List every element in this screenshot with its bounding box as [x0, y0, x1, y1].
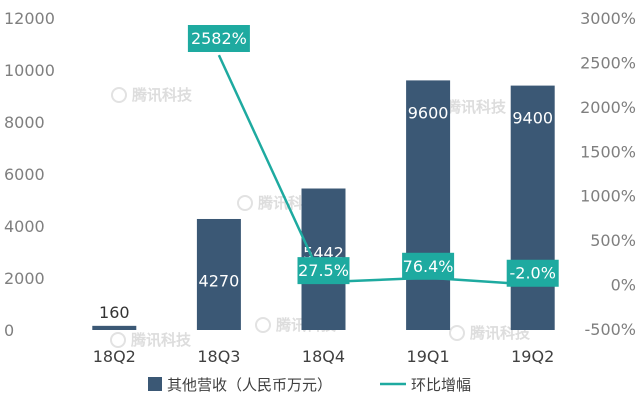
right-axis-tick-label: 3000% [580, 9, 636, 28]
legend-bar-label: 其他营收（人民币万元） [167, 376, 332, 394]
left-axis-tick-label: 8000 [4, 113, 45, 132]
legend-line-label: 环比增幅 [411, 376, 471, 394]
left-axis-tick-label: 0 [4, 321, 14, 340]
growth-label-box [297, 257, 350, 285]
right-axis-tick-label: 500% [590, 231, 636, 250]
watermark-text: 腾讯科技 [131, 86, 193, 104]
right-axis: -500% 0% 500% 1000% 1500% 2000% 2500% 3000% [580, 9, 636, 339]
watermark-logo-icon [237, 195, 253, 211]
left-axis-tick-label: 12000 [4, 9, 55, 28]
growth-label-box [187, 25, 250, 52]
growth-data-label: -2.0% [506, 259, 559, 287]
x-axis: 18Q2 18Q3 18Q4 19Q1 19Q2 [93, 347, 555, 366]
right-axis-tick-label: 2500% [580, 53, 636, 72]
legend-bar-swatch [148, 377, 162, 391]
left-axis-tick-label: 2000 [4, 269, 45, 288]
right-axis-tick-label: 2000% [580, 98, 636, 117]
growth-label-text: 76.4% [403, 257, 454, 276]
watermark-logo-icon [255, 317, 271, 333]
bar-19Q2 [510, 85, 555, 330]
watermark: 腾讯科技 [111, 86, 193, 104]
growth-data-label: 27.5% [297, 257, 350, 285]
right-axis-tick-label: -500% [584, 320, 636, 339]
bar-18Q2 [92, 325, 137, 330]
growth-label-box [506, 259, 559, 287]
bar-data-label: 9400 [512, 109, 553, 128]
growth-data-label: 76.4% [402, 252, 455, 280]
watermark-logo-icon [111, 87, 127, 103]
left-axis-tick-label: 4000 [4, 217, 45, 236]
x-axis-tick-label: 18Q3 [197, 347, 240, 366]
bar-data-label: 160 [99, 303, 130, 322]
left-axis-tick-label: 10000 [4, 61, 55, 80]
x-axis-tick-label: 19Q1 [407, 347, 450, 366]
x-axis-tick-label: 19Q2 [511, 347, 554, 366]
growth-label-text: 27.5% [298, 261, 349, 280]
left-axis-tick-label: 6000 [4, 165, 45, 184]
watermark-logo-icon [110, 332, 126, 348]
watermark-text: 腾讯科技 [130, 331, 192, 349]
bar-data-label: 4270 [199, 271, 240, 290]
watermark-text: 腾讯科技 [445, 98, 507, 116]
bar-data-label: 9600 [408, 103, 449, 122]
bar-19Q1 [406, 80, 451, 331]
left-axis: 0 2000 4000 6000 8000 10000 12000 [4, 9, 55, 340]
watermark: 腾讯科技 [110, 331, 192, 349]
x-axis-tick-label: 18Q4 [302, 347, 345, 366]
growth-label-text: -2.0% [509, 264, 555, 283]
right-axis-tick-label: 0% [611, 276, 636, 295]
right-axis-tick-label: 1000% [580, 187, 636, 206]
growth-rate-line [217, 54, 533, 286]
growth-data-label: 2582% [187, 25, 250, 52]
growth-line-layer: 2582% 27.5% 76.4% -2.0% [187, 25, 559, 287]
x-axis-tick-label: 18Q2 [93, 347, 136, 366]
growth-label-text: 2582% [191, 29, 247, 48]
bar-18Q3 [196, 218, 241, 330]
legend: 其他营收（人民币万元） 环比增幅 [148, 376, 471, 394]
watermark-logo-icon [449, 325, 465, 341]
growth-label-box [402, 252, 455, 280]
right-axis-tick-label: 1500% [580, 142, 636, 161]
